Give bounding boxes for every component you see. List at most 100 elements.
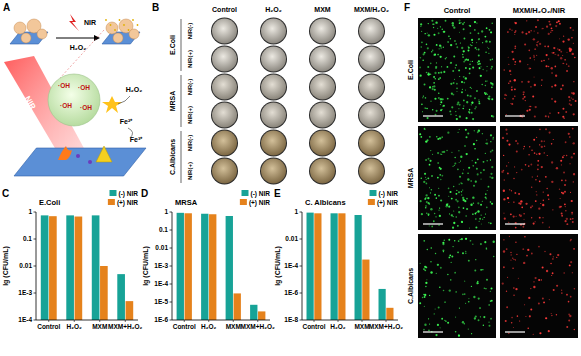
cell-dot <box>422 297 423 298</box>
cell-dot <box>450 62 452 64</box>
cell-dot <box>467 94 469 96</box>
cell-dot <box>430 101 431 102</box>
cell-dot <box>491 149 493 151</box>
cell-dot <box>551 161 553 163</box>
cell-dot <box>439 210 440 211</box>
cell-dot <box>461 238 463 240</box>
cell-dot <box>426 117 428 119</box>
cell-dot <box>545 176 547 178</box>
cell-dot <box>453 186 454 187</box>
cell-dot <box>531 187 532 188</box>
cell-dot <box>551 98 553 100</box>
dish-rim <box>260 74 287 101</box>
cell-dot <box>433 82 435 84</box>
cell-dot <box>424 52 426 54</box>
cell-dot <box>563 172 565 174</box>
dish-rim <box>260 102 287 129</box>
cell-dot <box>465 67 467 69</box>
cell-dot <box>433 34 435 36</box>
cell-dot <box>453 216 454 217</box>
cell-dot <box>562 63 563 64</box>
cell-dot <box>480 204 482 206</box>
cell-dot <box>545 115 547 117</box>
cell-dot <box>427 66 429 68</box>
column-header: MXM/H₂O₂/NIR <box>513 6 566 15</box>
cell-dot <box>469 25 470 26</box>
cell-dot <box>432 88 434 90</box>
cell-dot <box>431 226 433 228</box>
cell-dot <box>506 165 507 166</box>
cell-dot <box>462 108 464 110</box>
cell-dot <box>533 56 534 57</box>
cell-dot <box>560 88 562 90</box>
cell-dot <box>564 191 566 193</box>
cell-dot <box>566 155 568 157</box>
cell-dot <box>450 38 452 40</box>
y-tick-label: 1E-6 <box>284 289 298 296</box>
cell-dot <box>451 62 452 63</box>
x-tick-label: MXM <box>92 323 107 330</box>
cell-dot <box>421 31 422 32</box>
cell-dot <box>476 140 478 142</box>
cell-dot <box>426 44 428 46</box>
cell-dot <box>463 207 465 209</box>
cell-dot <box>439 45 441 47</box>
cell-dot <box>429 323 430 324</box>
dish-rim <box>358 102 385 129</box>
cell-dot <box>483 324 484 325</box>
cell-dot <box>477 210 479 212</box>
cell-dot <box>438 188 439 189</box>
micrograph <box>500 234 578 338</box>
cell-dot <box>475 106 477 108</box>
cell-dot <box>565 220 567 222</box>
cell-dot <box>438 224 440 226</box>
x-axis <box>36 320 138 321</box>
cell-dot <box>456 118 458 120</box>
cell-dot <box>511 190 512 191</box>
cell-dot <box>565 141 567 143</box>
cell-dot <box>424 33 425 34</box>
cell-dot <box>486 142 488 144</box>
y-tick-label: 1E-8 <box>284 316 298 323</box>
micrograph <box>500 126 578 230</box>
cell-dot <box>570 192 571 193</box>
cell-dot <box>515 288 517 290</box>
mxene-sheet <box>14 148 146 176</box>
cell-dot <box>466 198 468 200</box>
cell-dot <box>526 110 528 112</box>
cell-dot <box>490 151 492 153</box>
cell-dot <box>520 203 522 205</box>
radical-dot <box>132 19 134 21</box>
cell-dot <box>443 31 445 33</box>
cell-dot <box>518 278 519 279</box>
cell-dot <box>469 109 470 110</box>
cell-dot <box>426 279 427 280</box>
petri-dish <box>310 131 335 156</box>
cell-dot <box>443 47 444 48</box>
cell-dot <box>458 206 460 208</box>
cell-dot <box>533 281 534 282</box>
cell-dot <box>427 177 429 179</box>
cell-dot <box>437 54 439 56</box>
cell-dot <box>570 104 572 106</box>
cell-dot <box>486 279 488 281</box>
cell-dot <box>469 68 471 70</box>
cell-dot <box>420 200 422 202</box>
cell-dot <box>480 316 481 317</box>
cell-dot <box>473 296 475 298</box>
y-tick-label: 1E-4 <box>284 262 298 269</box>
cell-dot <box>560 57 562 59</box>
cell-dot <box>539 43 541 45</box>
dish-rim <box>211 102 238 129</box>
cell-dot <box>429 225 430 226</box>
cell-dot <box>438 32 440 34</box>
cell-dot <box>465 89 466 90</box>
cell-dot <box>504 218 506 220</box>
cell-dot <box>523 219 524 220</box>
cell-dot <box>521 206 523 208</box>
cell-dot <box>566 218 568 220</box>
cell-dot <box>551 86 553 88</box>
cell-dot <box>491 177 493 179</box>
cell-dot <box>425 107 426 108</box>
cell-dot <box>511 51 513 53</box>
